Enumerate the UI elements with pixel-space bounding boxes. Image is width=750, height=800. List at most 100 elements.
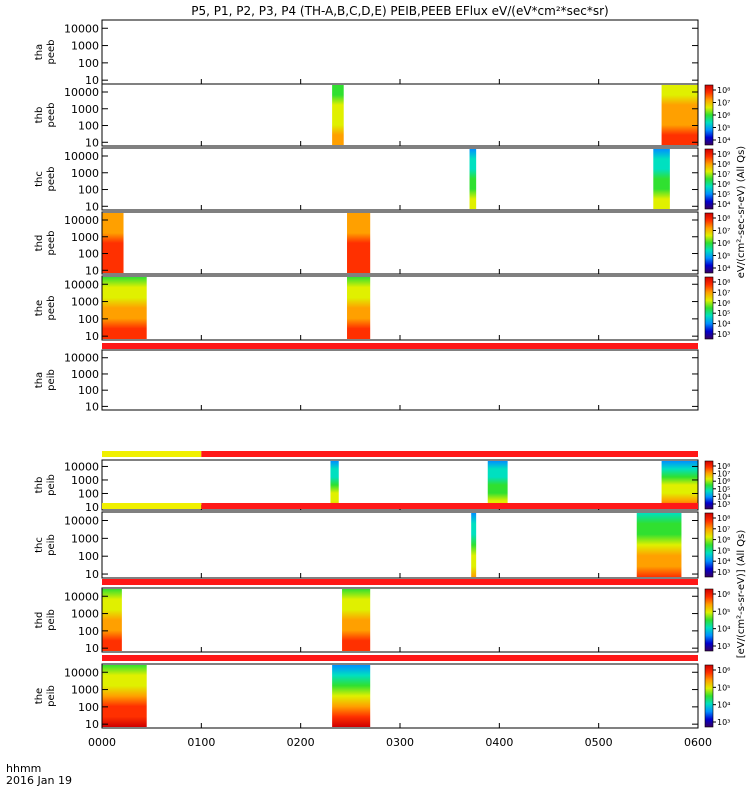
x-axis-label-date: 2016 Jan 19	[6, 774, 72, 787]
panel-label-probe-thd-peeb: thd	[34, 235, 45, 252]
panel-thd-peib: 10 100 1000 10000 thd peib 10⁶ 10⁵ 10⁴ 10³	[34, 587, 730, 655]
colorbar-thc-peib	[704, 512, 714, 578]
mode-bar-0-0	[102, 343, 698, 349]
panel-label-instr-thc-peeb: peeb	[46, 167, 57, 192]
y-tick-label-the-peeb-1: 100	[78, 313, 99, 326]
panel-thd-peeb: 10 100 1000 10000 thd peeb 10⁸ 10⁷ 10⁶ 10⁵ 10⁴	[34, 211, 730, 277]
colorbar-title-peib: [eV/(cm²-s-sr-eV)] (All Qs)	[736, 530, 747, 659]
y-tick-label-thc-peib-2: 1000	[71, 532, 99, 545]
panel-label-instr-thb-peib: peib	[46, 474, 57, 496]
y-tick-label-tha-peeb-2: 1000	[71, 40, 99, 53]
y-tick-label-thb-peib-1: 100	[78, 487, 99, 500]
y-tick-label-tha-peib-2: 1000	[71, 368, 99, 381]
colorbar-tick-label-thb-peib-2: 10⁶	[717, 477, 730, 486]
colorbar-tick-label-thb-peib-5: 10³	[717, 500, 730, 509]
y-tick-label-the-peib-2: 1000	[71, 684, 99, 697]
panel-tha-peib: 10 100 1000 10000 tha peib	[34, 349, 699, 413]
panel-label-probe-thb-peeb: thb	[34, 107, 45, 124]
colorbar-tick-label-thd-peib-0: 10⁶	[717, 590, 730, 599]
burst-thd-peeb-1	[347, 213, 371, 273]
y-tick-label-thd-peeb-1: 100	[78, 248, 99, 261]
chart-title: P5, P1, P2, P3, P4 (TH-A,B,C,D,E) PEIB,P…	[191, 4, 608, 18]
y-tick-label-tha-peeb-0: 10	[85, 74, 99, 87]
y-tick-label-thc-peeb-1: 100	[78, 184, 99, 197]
burst-thb-peeb-0	[332, 85, 344, 145]
colorbar-tick-label-thc-peeb-2: 10⁷	[717, 170, 730, 179]
colorbar-tick-label-the-peib-2: 10⁴	[717, 701, 730, 710]
y-tick-label-thb-peeb-2: 1000	[71, 103, 99, 116]
y-tick-label-thd-peib-1: 100	[78, 625, 99, 638]
panel-label-probe-tha-peeb: tha	[34, 44, 45, 60]
panel-frame-thb-peeb	[101, 83, 699, 147]
burst-the-peeb-1	[347, 277, 371, 339]
y-tick-label-thb-peeb-0: 10	[85, 136, 99, 149]
burst-thc-peib-0	[471, 513, 477, 577]
colorbar-the-peeb	[704, 276, 714, 340]
burst-the-peib-0	[102, 665, 147, 727]
colorbar-tick-label-thd-peib-2: 10⁴	[717, 625, 730, 634]
colorbar-tick-label-thc-peib-4: 10⁴	[717, 557, 730, 566]
x-axis: 0000 0100 0200 0300 0400 0500 0600	[88, 736, 712, 749]
colorbar-tick-label-thb-peib-1: 10⁷	[717, 470, 730, 479]
colorbar-tick-label-thd-peeb-4: 10⁴	[717, 264, 730, 273]
burst-thb-peeb-1	[661, 85, 698, 145]
panel-label-instr-thc-peib: peib	[46, 534, 57, 556]
y-tick-label-thc-peeb-2: 1000	[71, 167, 99, 180]
colorbar-thd-peeb	[704, 212, 714, 274]
panel-label-instr-thd-peib: peib	[46, 609, 57, 631]
x-tick-label-6: 0600	[684, 736, 712, 749]
colorbar-tick-label-thc-peib-2: 10⁶	[717, 536, 730, 545]
panel-frame-thc-peeb	[101, 147, 699, 211]
colorbar-thc-peeb	[704, 148, 714, 210]
colorbar-tick-label-the-peeb-3: 10⁵	[717, 309, 730, 318]
panel-label-probe-thd-peib: thd	[34, 612, 45, 629]
mode-bar-2-0	[102, 503, 202, 509]
burst-thb-peib-1	[487, 461, 508, 509]
burst-the-peib-1	[332, 665, 371, 727]
x-tick-label-0: 0000	[88, 736, 116, 749]
panel-frame-tha-peeb	[101, 19, 699, 85]
x-tick-label-1: 0100	[187, 736, 215, 749]
panel-frame-thb-peib	[101, 459, 699, 511]
colorbar-tick-label-thb-peib-3: 10⁵	[717, 485, 730, 494]
colorbar-tick-label-thd-peeb-0: 10⁸	[717, 214, 730, 223]
colorbar-thb-peib	[704, 460, 714, 510]
y-tick-label-thd-peib-3: 10000	[64, 590, 99, 603]
colorbar-tick-label-thb-peeb-3: 10⁵	[717, 124, 730, 133]
colorbar-tick-label-the-peeb-1: 10⁷	[717, 288, 730, 297]
colorbar-tick-label-thd-peeb-2: 10⁶	[717, 239, 730, 248]
y-tick-label-thd-peib-2: 1000	[71, 608, 99, 621]
x-tick-label-5: 0500	[585, 736, 613, 749]
colorbar-tick-label-thb-peeb-4: 10⁴	[717, 136, 730, 145]
panel-label-probe-thb-peib: thb	[34, 477, 45, 494]
y-tick-label-thd-peeb-0: 10	[85, 264, 99, 277]
colorbar-tick-label-thb-peib-0: 10⁸	[717, 462, 730, 471]
burst-thd-peib-1	[342, 589, 371, 651]
y-tick-label-thc-peib-0: 10	[85, 568, 99, 581]
mode-bar-2-1	[201, 503, 699, 509]
y-tick-label-tha-peib-0: 10	[85, 400, 99, 413]
colorbar-tick-label-the-peeb-0: 10⁸	[717, 278, 730, 287]
y-tick-label-tha-peib-1: 100	[78, 384, 99, 397]
burst-thc-peib-1	[636, 513, 682, 577]
colorbar-tick-label-thb-peeb-2: 10⁶	[717, 111, 730, 120]
y-tick-label-the-peeb-0: 10	[85, 330, 99, 343]
mode-bar-4-0	[102, 655, 698, 661]
burst-thd-peeb-0	[102, 213, 124, 273]
colorbar-tick-label-thc-peeb-4: 10⁵	[717, 190, 730, 199]
panel-frame-the-peib	[101, 663, 699, 729]
y-tick-label-thb-peib-0: 10	[85, 501, 99, 514]
y-tick-label-thb-peeb-3: 10000	[64, 86, 99, 99]
colorbar-tick-label-thc-peib-1: 10⁷	[717, 525, 730, 534]
panel-label-instr-tha-peib: peib	[46, 369, 57, 391]
colorbar-tick-label-the-peeb-2: 10⁶	[717, 299, 730, 308]
mode-bar-1-1	[201, 451, 699, 457]
burst-thd-peib-0	[102, 589, 122, 651]
panel-label-probe-the-peib: the	[34, 688, 45, 704]
panel-label-probe-thc-peeb: thc	[34, 171, 45, 187]
